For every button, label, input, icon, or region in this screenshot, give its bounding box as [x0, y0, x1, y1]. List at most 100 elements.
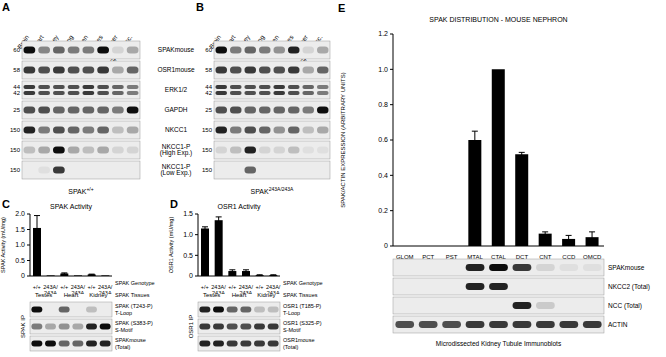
svg-text:44: 44	[13, 84, 20, 90]
svg-text:Testes: Testes	[35, 292, 52, 298]
svg-text:44: 44	[205, 84, 212, 90]
svg-text:1.0: 1.0	[378, 66, 388, 73]
svg-text:150: 150	[202, 167, 213, 173]
svg-text:OSR1 Activity (mU/mg): OSR1 Activity (mU/mg)	[168, 217, 174, 274]
svg-text:0.6: 0.6	[378, 136, 388, 143]
svg-text:OMCD: OMCD	[583, 254, 602, 260]
svg-text:Spleen: Spleen	[72, 33, 90, 54]
svg-text:OSR1 Activity: OSR1 Activity	[218, 203, 261, 211]
svg-text:Testes: Testes	[87, 33, 104, 53]
svg-text:Liver: Liver	[295, 33, 309, 49]
svg-text:B: B	[196, 1, 204, 13]
svg-text:GAPDH: GAPDH	[164, 106, 187, 113]
svg-text:2.0: 2.0	[15, 210, 25, 217]
svg-text:1.5: 1.5	[183, 210, 193, 217]
svg-text:Lung: Lung	[60, 33, 75, 50]
svg-text:CTAL: CTAL	[491, 254, 507, 260]
svg-text:C: C	[2, 198, 10, 210]
svg-text:Brain: Brain	[208, 33, 223, 50]
svg-text:GLOM: GLOM	[396, 254, 414, 260]
svg-text:243A/243A: 243A/243A	[211, 284, 226, 294]
svg-text:243A/243A: 243A/243A	[239, 284, 254, 294]
svg-text:SPAK Tissues: SPAK Tissues	[115, 292, 150, 298]
svg-text:58: 58	[205, 67, 212, 73]
svg-text:+/+: +/+	[201, 284, 209, 290]
svg-text:42: 42	[205, 90, 212, 96]
svg-text:SPAK243A/243A: SPAK243A/243A	[251, 186, 295, 195]
svg-text:+/+: +/+	[88, 284, 96, 290]
svg-text:SPAK Genotype: SPAK Genotype	[283, 280, 323, 286]
svg-text:0: 0	[189, 272, 193, 279]
svg-text:Heart: Heart	[222, 33, 237, 50]
svg-text:SPAK IP: SPAK IP	[20, 315, 26, 338]
svg-text:PST: PST	[446, 254, 458, 260]
svg-text:25: 25	[205, 107, 212, 113]
svg-text:Heart: Heart	[232, 292, 247, 298]
svg-text:NKCC1: NKCC1	[165, 126, 187, 133]
svg-text:D: D	[170, 198, 178, 210]
svg-text:OSR1 (S325-P)S-Motif: OSR1 (S325-P)S-Motif	[283, 320, 322, 333]
svg-text:OSR1mouse(Total): OSR1mouse(Total)	[283, 337, 315, 350]
svg-text:Heart: Heart	[64, 292, 79, 298]
svg-text:Kidney: Kidney	[234, 33, 252, 54]
svg-text:243A/243A: 243A/243A	[266, 284, 281, 294]
svg-text:DCT: DCT	[516, 254, 529, 260]
svg-text:Kidney: Kidney	[257, 292, 275, 298]
svg-text:NKCC1-P(Low Exp.): NKCC1-P(Low Exp.)	[160, 163, 191, 178]
svg-text:SPAKmouse: SPAKmouse	[608, 264, 645, 271]
svg-text:+/+: +/+	[228, 284, 236, 290]
svg-text:243A/243A: 243A/243A	[71, 284, 86, 294]
svg-text:Kidney: Kidney	[89, 292, 107, 298]
svg-text:Skel. Musc.: Skel. Musc.	[108, 33, 133, 65]
svg-text:Liver: Liver	[105, 33, 119, 49]
svg-text:ERK1/2: ERK1/2	[165, 86, 188, 93]
svg-text:1.0: 1.0	[15, 241, 25, 248]
svg-text:OSR1mouse: OSR1mouse	[157, 66, 195, 73]
svg-text:+/+: +/+	[33, 284, 41, 290]
svg-text:Heart: Heart	[30, 33, 45, 50]
svg-text:0.4: 0.4	[378, 172, 388, 179]
svg-text:60: 60	[205, 47, 212, 53]
svg-text:+/+: +/+	[60, 284, 68, 290]
svg-text:SPAK DISTRIBUTION - MOUSE NEPH: SPAK DISTRIBUTION - MOUSE NEPHRON	[429, 16, 567, 23]
svg-text:60: 60	[13, 47, 20, 53]
svg-text:SPAK Tissues: SPAK Tissues	[283, 292, 318, 298]
svg-text:0.5: 0.5	[15, 257, 25, 264]
svg-text:E: E	[338, 2, 345, 14]
svg-text:1.2: 1.2	[378, 30, 388, 37]
svg-text:Skel. Musc.: Skel. Musc.	[299, 33, 324, 65]
svg-text:SPAK (S383-P)S-Motif: SPAK (S383-P)S-Motif	[115, 320, 153, 333]
svg-text:0.5: 0.5	[183, 252, 193, 259]
svg-text:Lung: Lung	[252, 33, 267, 50]
svg-text:Microdissected Kidney Tubule I: Microdissected Kidney Tubule Immunoblots	[436, 340, 562, 348]
svg-text:SPAKmouse(Total): SPAKmouse(Total)	[115, 337, 146, 350]
svg-text:SPAK Genotype: SPAK Genotype	[115, 280, 155, 286]
svg-text:25: 25	[13, 107, 20, 113]
svg-text:CCD: CCD	[562, 254, 576, 260]
svg-text:150: 150	[10, 147, 21, 153]
svg-text:Testes: Testes	[203, 292, 220, 298]
svg-text:A: A	[2, 1, 10, 13]
svg-text:243A/243A: 243A/243A	[98, 284, 113, 294]
svg-text:58: 58	[13, 67, 20, 73]
svg-text:150: 150	[10, 167, 21, 173]
svg-text:0.2: 0.2	[378, 207, 388, 214]
svg-text:OSR1 (T185-P)T-Loop: OSR1 (T185-P)T-Loop	[283, 303, 321, 316]
svg-text:150: 150	[10, 127, 21, 133]
svg-text:150: 150	[202, 147, 213, 153]
svg-text:0: 0	[384, 242, 388, 249]
svg-text:SPAK (T243-P)T-Loop: SPAK (T243-P)T-Loop	[115, 303, 153, 316]
svg-text:1.5: 1.5	[15, 226, 25, 233]
svg-text:SPAK/ACTIN EXPRESSION (ARBITRA: SPAK/ACTIN EXPRESSION (ARBITRARY UNITS)	[340, 72, 346, 207]
svg-text:SPAK+/+: SPAK+/+	[68, 186, 93, 195]
svg-text:NCC (Total): NCC (Total)	[608, 302, 642, 310]
svg-text:0.8: 0.8	[378, 101, 388, 108]
svg-text:MTAL: MTAL	[467, 254, 483, 260]
svg-text:Brain: Brain	[16, 33, 31, 50]
svg-text:Kidney: Kidney	[43, 33, 61, 54]
svg-text:0: 0	[21, 272, 25, 279]
svg-text:OSR1 IP: OSR1 IP	[188, 315, 194, 339]
svg-text:Testes: Testes	[278, 33, 295, 53]
svg-text:150: 150	[202, 127, 213, 133]
svg-text:243A/243A: 243A/243A	[43, 284, 58, 294]
